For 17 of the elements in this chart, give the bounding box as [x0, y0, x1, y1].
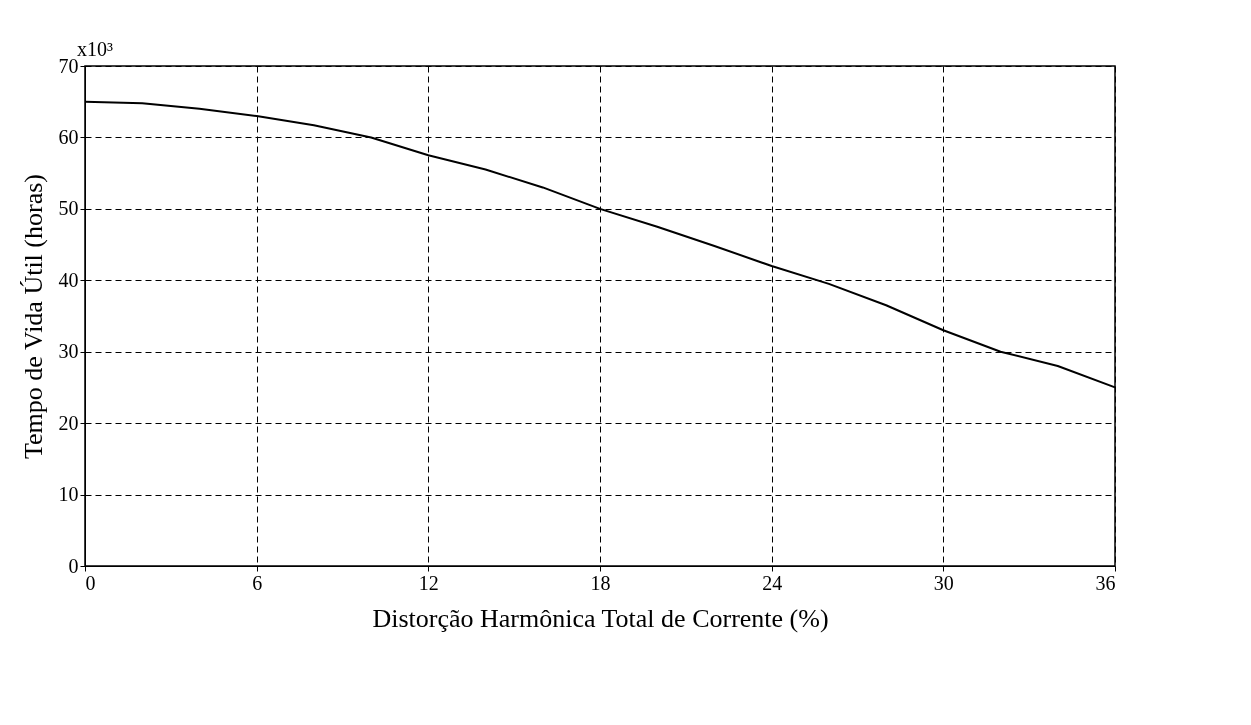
y-tick-label: 20	[58, 411, 79, 434]
x-tick-label: 36	[1095, 571, 1116, 594]
y-tick-label: 30	[58, 340, 79, 363]
x-tick-label: 24	[762, 571, 783, 594]
y-axis-title: Tempo de Vida Útil (horas)	[18, 174, 48, 459]
y-tick-label: 10	[58, 483, 79, 506]
x-tick-label: 12	[418, 571, 439, 594]
text: x10³	[77, 38, 113, 60]
y-tick-label: 50	[58, 197, 79, 220]
x-tick-label: 18	[590, 571, 611, 594]
y-tick-label: 60	[58, 125, 79, 148]
x-tick-label: 30	[933, 571, 954, 594]
x-axis-title: Distorção Harmônica Total de Corrente (%)	[372, 603, 829, 633]
x-tick-label: 6	[252, 571, 263, 594]
y-tick-label: 0	[68, 554, 79, 577]
x-tick-label: 0	[85, 571, 96, 594]
y-tick-label: 40	[58, 268, 79, 291]
